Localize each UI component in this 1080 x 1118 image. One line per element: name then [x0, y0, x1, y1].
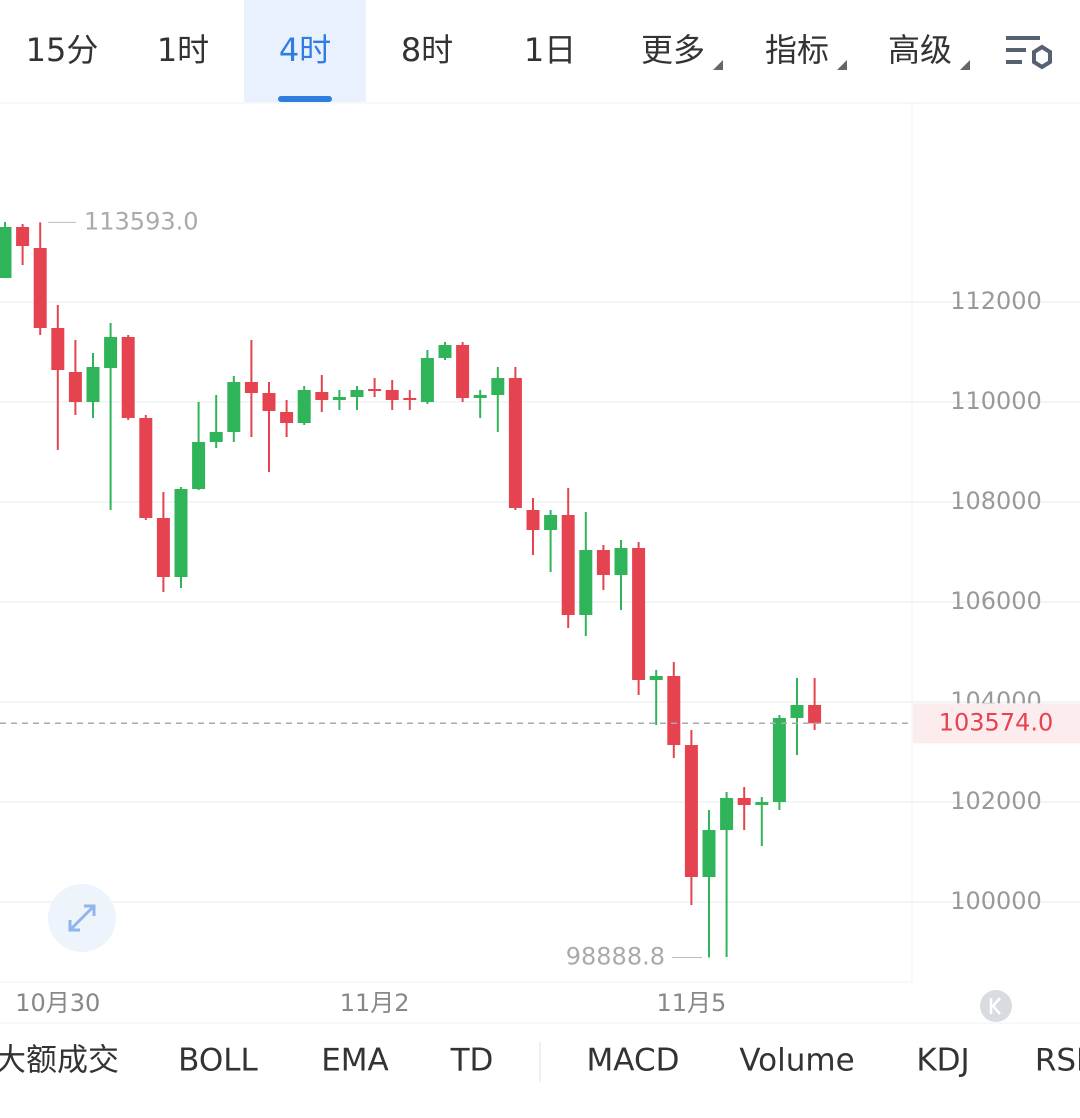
candle-body	[403, 398, 417, 400]
candle-body	[596, 550, 610, 575]
tab[interactable]: 8时	[401, 31, 453, 69]
indicator-tab[interactable]: RSI	[1035, 1043, 1080, 1079]
candle-body	[86, 367, 100, 402]
last-price-label: 103574.0	[939, 708, 1054, 736]
k-button[interactable]	[980, 990, 1012, 1022]
last-price-box	[913, 703, 1080, 744]
candle-body	[720, 798, 734, 830]
candle-body	[227, 382, 241, 432]
candle-body	[297, 390, 311, 423]
candle-body	[192, 442, 206, 489]
tab[interactable]: 4时	[279, 31, 331, 69]
indicator-tab[interactable]: MACD	[587, 1043, 680, 1079]
tab[interactable]: 指标	[765, 31, 829, 69]
candle-body	[632, 548, 646, 680]
candle-body	[649, 676, 663, 680]
candle-body	[456, 345, 470, 398]
y-tick-label: 110000	[950, 387, 1042, 415]
tab[interactable]: 高级	[888, 31, 952, 69]
expand-button[interactable]	[48, 884, 116, 952]
candle-body	[808, 705, 822, 724]
y-tick-label: 102000	[950, 787, 1042, 815]
candle-body	[579, 550, 593, 615]
candle-body	[280, 412, 294, 423]
candle-body	[614, 548, 628, 575]
candle-body	[667, 676, 681, 745]
y-tick-label: 100000	[950, 887, 1042, 915]
dropdown-caret	[713, 60, 723, 70]
candle-body	[508, 378, 522, 508]
candle-body	[0, 227, 12, 278]
x-tick-label: 10月30	[15, 989, 100, 1017]
dropdown-caret	[960, 60, 970, 70]
x-tick-label: 11月2	[340, 989, 410, 1017]
tab[interactable]: 1时	[157, 31, 209, 69]
min-label: 98888.8	[566, 943, 665, 971]
candle-body	[16, 227, 30, 246]
indicator-tab[interactable]: Volume	[739, 1043, 854, 1079]
candle-body	[51, 328, 65, 370]
indicator-tab[interactable]: 大额成交	[0, 1043, 119, 1079]
candle-body	[737, 798, 751, 805]
candle-body	[33, 248, 47, 328]
candle-body	[755, 802, 769, 805]
candle-body	[262, 393, 276, 411]
indicator-tab[interactable]: TD	[450, 1043, 494, 1079]
candle-body	[332, 397, 346, 400]
candle-body	[139, 418, 153, 518]
candle-body	[104, 337, 118, 368]
tab[interactable]: 更多	[641, 31, 705, 69]
y-tick-label: 106000	[950, 587, 1042, 615]
candle-body	[174, 489, 188, 577]
active-tab-underline	[278, 96, 332, 102]
candle-body	[438, 345, 452, 358]
candle-body	[368, 389, 382, 391]
candle-body	[209, 432, 223, 442]
candle-body	[350, 390, 364, 397]
candle-body	[473, 395, 487, 398]
y-tick-label: 112000	[950, 287, 1042, 315]
indicator-tab[interactable]: BOLL	[178, 1043, 258, 1079]
dropdown-caret	[837, 60, 847, 70]
candle-body	[561, 515, 575, 615]
y-tick-label: 108000	[950, 487, 1042, 515]
candle-body	[772, 718, 786, 802]
settings-icon[interactable]	[1006, 36, 1052, 70]
candle-body	[315, 392, 329, 400]
x-tick-label: 11月5	[656, 989, 726, 1017]
candle-body	[790, 705, 804, 718]
candle-body	[702, 830, 716, 877]
candle-body	[420, 358, 434, 402]
tab[interactable]: 15分	[26, 31, 99, 69]
candle-body	[244, 382, 258, 393]
candle-body	[68, 372, 82, 402]
indicator-tab[interactable]: KDJ	[916, 1043, 969, 1079]
active-tab-bg	[244, 0, 366, 102]
indicator-tab[interactable]: EMA	[321, 1043, 389, 1079]
candle-body	[385, 390, 399, 400]
max-label: 113593.0	[84, 207, 199, 235]
candle-body	[156, 518, 170, 577]
candle-body	[526, 510, 540, 530]
candle-body	[544, 515, 558, 530]
candle-body	[491, 378, 505, 395]
candle-body	[121, 337, 135, 418]
tab[interactable]: 1日	[524, 31, 576, 69]
candle-body	[684, 745, 698, 877]
